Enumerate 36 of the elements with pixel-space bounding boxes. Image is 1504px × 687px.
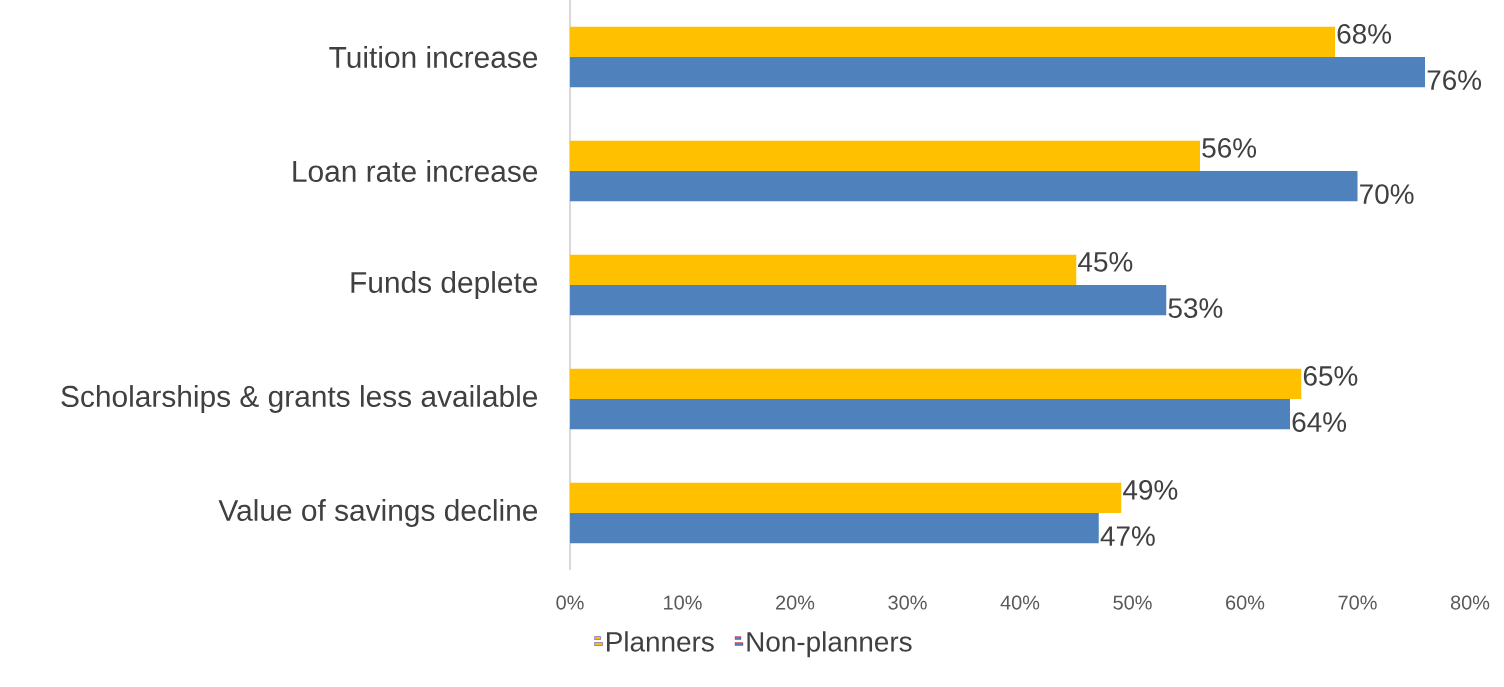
- data-label: 49%: [1123, 480, 1178, 500]
- y-tick-label: Scholarships & grants less available: [61, 385, 538, 413]
- y-tick-label: Tuition increase: [329, 46, 538, 68]
- y-tick-label: Value of savings decline: [218, 499, 538, 527]
- bar: [570, 368, 1302, 399]
- data-label: 45%: [1078, 252, 1133, 272]
- x-tick-label: 0%: [556, 595, 584, 610]
- bar: [570, 26, 1336, 57]
- data-label: 53%: [1168, 298, 1223, 318]
- bar: [570, 513, 1099, 544]
- data-label: 68%: [1337, 24, 1392, 44]
- bar: [570, 399, 1290, 430]
- y-tick-label: Loan rate increase: [293, 160, 538, 182]
- data-label: 64%: [1292, 412, 1347, 432]
- x-tick-label: 80%: [1450, 595, 1490, 610]
- x-tick-label: 40%: [1000, 595, 1040, 610]
- bar: [570, 254, 1077, 285]
- bar: [570, 482, 1122, 514]
- bar: [570, 285, 1167, 316]
- data-label: 56%: [1202, 138, 1257, 158]
- bar: [570, 171, 1358, 202]
- x-tick-label: 20%: [776, 595, 815, 610]
- x-tick-label: 70%: [1338, 595, 1377, 610]
- data-label: 47%: [1100, 526, 1155, 546]
- x-tick-label: 30%: [888, 595, 927, 610]
- x-tick-label: 60%: [1226, 595, 1265, 610]
- x-tick-label: 10%: [664, 595, 702, 610]
- bar: [570, 57, 1426, 88]
- bar: [570, 140, 1200, 171]
- legend-label: Non-planners: [747, 631, 912, 658]
- data-label: 76%: [1427, 70, 1482, 90]
- y-tick-label: Funds deplete: [351, 271, 538, 299]
- x-tick-label: 50%: [1113, 595, 1152, 610]
- legend-label: Planners: [607, 631, 714, 652]
- data-label: 70%: [1360, 184, 1414, 204]
- data-label: 65%: [1303, 366, 1358, 386]
